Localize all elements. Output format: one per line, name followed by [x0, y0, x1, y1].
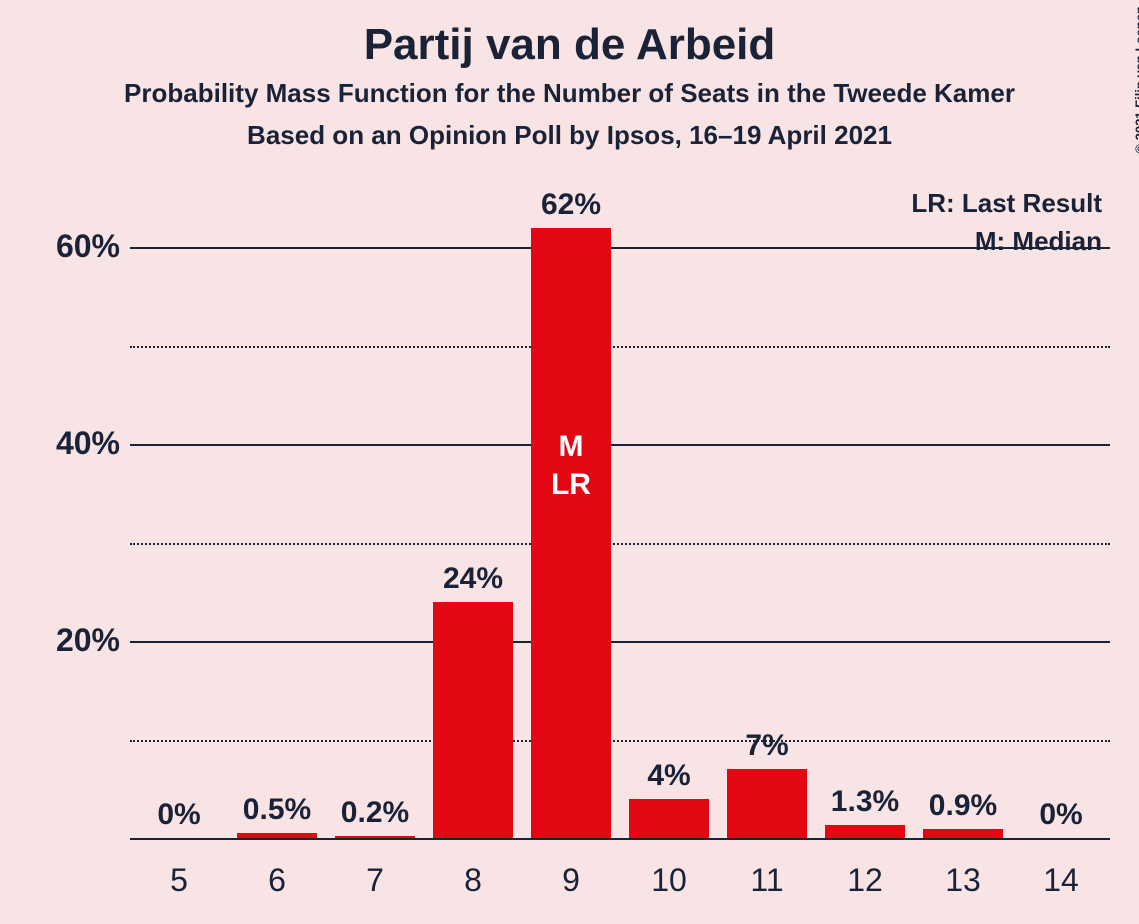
minor-gridline: [130, 346, 1110, 348]
bar-value-label: 4%: [620, 759, 718, 793]
bar: [237, 833, 317, 838]
copyright-text: © 2021 Filip van Laenen: [1133, 6, 1139, 154]
y-axis-tick-label: 60%: [0, 228, 120, 265]
bar-value-label: 24%: [424, 562, 522, 596]
chart-canvas: Partij van de Arbeid Probability Mass Fu…: [0, 0, 1139, 924]
major-gridline: [130, 641, 1110, 643]
x-axis-tick-label: 5: [130, 862, 228, 899]
x-axis-tick-label: 13: [914, 862, 1012, 899]
major-gridline: [130, 247, 1110, 249]
major-gridline: [130, 444, 1110, 446]
bar-value-label: 0%: [130, 798, 228, 832]
x-axis-tick-label: 10: [620, 862, 718, 899]
bar: [727, 769, 807, 838]
y-axis-tick-label: 20%: [0, 622, 120, 659]
chart-title: Partij van de Arbeid: [0, 20, 1139, 70]
x-axis-baseline: [130, 838, 1110, 840]
chart-subtitle-1: Probability Mass Function for the Number…: [0, 78, 1139, 109]
bar-value-label: 0%: [1012, 798, 1110, 832]
bar: [923, 829, 1003, 838]
legend-line: LR: Last Result: [911, 188, 1102, 219]
in-bar-annotation: MLR: [531, 428, 611, 503]
bar: [825, 825, 905, 838]
x-axis-tick-label: 14: [1012, 862, 1110, 899]
x-axis-tick-label: 7: [326, 862, 424, 899]
y-axis-tick-label: 40%: [0, 425, 120, 462]
bar-value-label: 0.2%: [326, 796, 424, 830]
x-axis-tick-label: 11: [718, 862, 816, 899]
bar: [531, 228, 611, 838]
x-axis-tick-label: 12: [816, 862, 914, 899]
minor-gridline: [130, 740, 1110, 742]
plot-area: 0%0.5%0.2%24%62%4%7%1.3%0.9%0%MLRLR: Las…: [130, 198, 1110, 838]
bar: [433, 602, 513, 838]
bar-value-label: 0.9%: [914, 789, 1012, 823]
bar-value-label: 62%: [522, 188, 620, 222]
x-axis-tick-label: 9: [522, 862, 620, 899]
x-axis-tick-label: 8: [424, 862, 522, 899]
bar-value-label: 1.3%: [816, 785, 914, 819]
bar-value-label: 7%: [718, 729, 816, 763]
bar: [629, 799, 709, 838]
chart-subtitle-2: Based on an Opinion Poll by Ipsos, 16–19…: [0, 120, 1139, 151]
minor-gridline: [130, 543, 1110, 545]
bar-value-label: 0.5%: [228, 793, 326, 827]
bar: [335, 836, 415, 838]
x-axis-tick-label: 6: [228, 862, 326, 899]
legend-line: M: Median: [975, 226, 1102, 257]
